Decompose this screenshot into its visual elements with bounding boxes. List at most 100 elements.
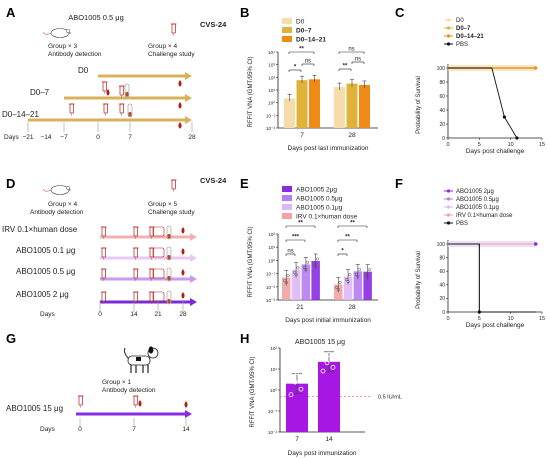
- panel-h-ylabel: RFFIT VNA (GMT/95% CI): [250, 357, 256, 428]
- syringe-barrel: [133, 291, 138, 302]
- panel-b-sig: ns: [348, 47, 354, 53]
- panel-c-legend-marker: [446, 26, 451, 30]
- panel-e-point: [286, 274, 290, 278]
- panel-c-series-line: [448, 67, 518, 139]
- panel-f-point: [533, 242, 538, 246]
- panel-d-day: 0: [98, 311, 102, 318]
- panel-e-point: [296, 266, 300, 270]
- panel-c-legend-item: D0: [456, 18, 464, 24]
- panel-c-xtick-label: 5: [478, 142, 481, 148]
- panel-c-point: [502, 115, 506, 119]
- tube-icon-a-fill: [128, 112, 132, 117]
- panel-e-legend-swatch: [282, 204, 292, 210]
- panel-a-day: 0: [96, 134, 100, 141]
- syringe-barrel: [171, 179, 176, 190]
- panel-e-ytick-label: 10⁻²: [266, 285, 276, 290]
- panel-f-point: [477, 310, 481, 314]
- panel-d-days-label: Days: [40, 311, 56, 318]
- syringe-icon-a: [171, 23, 177, 36]
- panel-d-box: [152, 226, 165, 237]
- panel-a-group-left-sub: Antibody detection: [48, 51, 102, 58]
- panel-b-bar: [359, 84, 370, 128]
- panel-e-legend-swatch: [282, 195, 292, 201]
- panel-e-point: [312, 262, 316, 266]
- syringe-icon-d: [133, 291, 139, 304]
- mouse-tail: [42, 188, 52, 192]
- panel-b-category: 7: [300, 132, 304, 139]
- panel-h-point: [320, 368, 326, 374]
- panel-h-title: ABO1005 15 μg: [295, 339, 345, 346]
- panel-e-point: [336, 287, 340, 292]
- panel-d-group-left-sub: Antibody detection: [30, 209, 84, 216]
- panel-e-bar: [363, 271, 372, 300]
- syringe-barrel: [101, 226, 106, 237]
- panel-e-point: [314, 264, 318, 268]
- panel-c-xtick-label: 0: [446, 142, 449, 148]
- mouse-icon-a-left: [42, 28, 71, 38]
- tube-icon-d-fill: [167, 255, 171, 260]
- tube-icon-d-fill: [167, 234, 171, 239]
- panel-d-timeline-head: [190, 254, 197, 262]
- panel-c-xtick-label: 15: [539, 142, 545, 148]
- panel-h-point: [332, 356, 338, 362]
- panel-h-point: [326, 351, 332, 357]
- panel-b-legend-item: D0: [296, 19, 305, 26]
- panel-b-legend-item: D0–7: [296, 28, 312, 35]
- panel-c-point: [515, 136, 519, 140]
- mouse-eye: [69, 189, 71, 191]
- panel-a-days-label: Days: [4, 134, 20, 141]
- panel-b-ytick-label: 10²: [268, 75, 275, 80]
- syringe-barrel: [103, 103, 108, 114]
- panel-b-legend-swatch: [282, 27, 292, 33]
- panel-d-group-right: Group × 5: [148, 201, 177, 208]
- blood-drop-icon-a: [178, 102, 182, 109]
- mouse-tail: [42, 31, 52, 35]
- panel-f-legend-item: ABO1005 0.1μg: [456, 205, 499, 211]
- panel-c-point: [534, 66, 538, 70]
- panel-a-group-right: Group × 4: [148, 43, 177, 50]
- panel-h-point: [288, 392, 294, 398]
- panel-a-group-left: Group × 3: [48, 43, 77, 50]
- panel-e-legend-item: IRV 0.1×human dose: [296, 214, 358, 221]
- syringe-barrel: [171, 23, 176, 34]
- panel-f-xtick-label: 5: [478, 316, 481, 322]
- panel-h-ytick-label: 10⁻²: [268, 430, 278, 435]
- panel-b-bar: [284, 98, 295, 128]
- panel-e-point: [346, 279, 350, 284]
- panel-d-timeline: [100, 300, 191, 304]
- panel-a-day: −21: [22, 134, 33, 141]
- panel-c-ytick-label: 40: [439, 108, 445, 114]
- panel-e-ytick-label: 10²: [268, 232, 275, 237]
- panel-d-box: [152, 291, 165, 302]
- panel-e-sig: **: [350, 221, 355, 227]
- mouse-icon-d-left: [42, 185, 71, 195]
- blood-drop-icon-d: [181, 269, 185, 276]
- panel-f-legend-item: IRV 0.1×human dose: [456, 213, 513, 219]
- blood-drop-icon-g: [184, 401, 188, 408]
- panel-d-timeline: [100, 235, 191, 239]
- syringe-barrel: [133, 226, 138, 237]
- panel-h-point: [324, 360, 330, 366]
- panel-a-challenge: CVS-24: [200, 20, 227, 29]
- panel-b-ytick-label: 10⁻¹: [266, 113, 276, 118]
- panel-e-category: 28: [348, 304, 356, 311]
- panel-label-f: F: [395, 176, 403, 191]
- syringe-barrel: [133, 247, 138, 258]
- panel-c-legend-marker: [446, 18, 451, 22]
- panel-e-point: [284, 281, 288, 285]
- syringe-icon-a: [119, 103, 125, 116]
- panel-f-ytick-label: 40: [439, 283, 445, 289]
- panel-b-sig: ns: [355, 57, 361, 63]
- panel-e-point: [345, 277, 349, 282]
- panel-e-point: [356, 274, 360, 278]
- panel-b-ylabel: RFFIT VNA (GMT/95% CI): [248, 57, 254, 128]
- panel-h-ytick-label: 10⁻¹: [268, 409, 278, 414]
- panel-d-group-right-sub: Challenge study: [148, 209, 195, 216]
- panel-c-xtick-label: 10: [508, 142, 514, 148]
- panel-f-xtick-label: 15: [539, 316, 545, 322]
- panel-e-point: [302, 265, 306, 269]
- panel-e-sig: *: [341, 249, 344, 255]
- panel-h-bar: [318, 361, 340, 432]
- panel-b-bar: [296, 80, 308, 128]
- panel-f-ytick-label: 60: [439, 269, 445, 275]
